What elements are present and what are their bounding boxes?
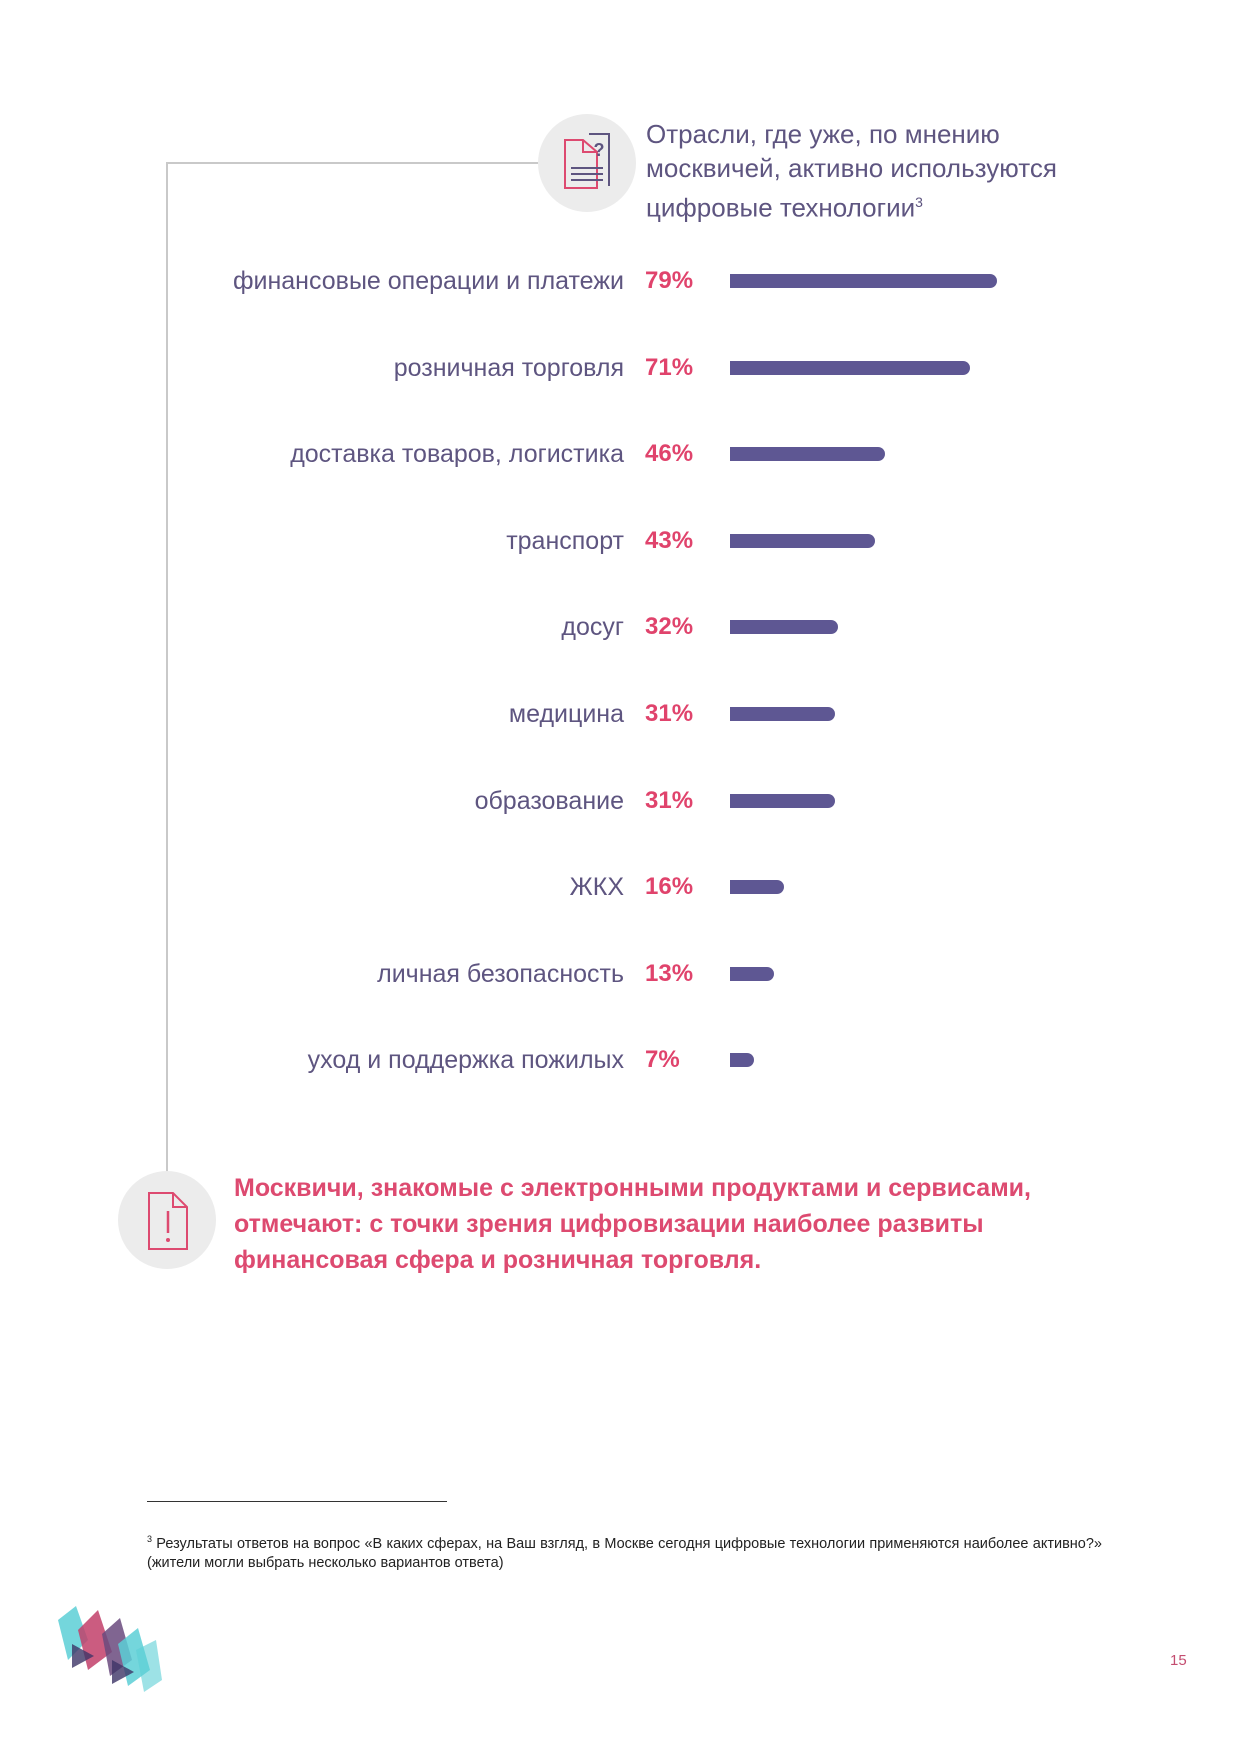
bar (730, 274, 998, 288)
bar (730, 793, 835, 808)
value-label: 71% (645, 353, 694, 381)
category-label: ЖКХ (569, 873, 624, 902)
bar (730, 620, 839, 635)
svg-text:?: ? (594, 140, 605, 160)
footnote-rule (147, 1501, 447, 1502)
category-label: уход и поддержка пожилых (307, 1046, 624, 1075)
value-label: 16% (645, 873, 694, 901)
value-label: 31% (645, 700, 694, 727)
chart-title: Отрасли, где уже, по мнению москвичей, а… (646, 119, 1057, 223)
value-label: 13% (645, 959, 694, 987)
category-label: финансовые операции и платежи (232, 267, 624, 295)
brand-logo-icon (58, 1600, 163, 1692)
value-label: 46% (645, 440, 694, 468)
footnote-marker: 3 (147, 1534, 153, 1544)
page-number: 15 (1170, 1652, 1187, 1669)
bar (730, 447, 886, 462)
category-label: досуг (561, 613, 624, 642)
category-label: образование (474, 786, 624, 815)
value-label: 31% (645, 786, 694, 814)
bar (730, 966, 774, 981)
bar (730, 707, 835, 721)
value-label: 7% (645, 1046, 680, 1074)
value-label: 32% (645, 613, 694, 641)
value-label: 43% (645, 526, 694, 554)
conclusion-text: Москвичи, знакомые с электронными продук… (234, 1174, 1031, 1274)
frame-line-horizontal (166, 162, 538, 164)
category-label: медицина (508, 700, 624, 728)
footnote-text: Результаты ответов на вопрос «В каких сф… (147, 1535, 1102, 1571)
category-label: розничная торговля (393, 353, 624, 382)
bar (730, 1053, 754, 1068)
category-label: транспорт (506, 526, 624, 555)
bar (730, 360, 970, 375)
document-question-icon: ? (538, 114, 636, 212)
footnote: 3 Результаты ответов на вопрос «В каких … (147, 1530, 1102, 1573)
bar (730, 533, 876, 548)
value-label: 79% (645, 267, 694, 294)
document-exclamation-icon (118, 1171, 216, 1269)
bar-chart: финансовые операции и платежи 79% рознична… (232, 267, 998, 1075)
bar (730, 880, 785, 895)
category-label: доставка товаров, логистика (290, 440, 624, 469)
category-label: личная безопасность (377, 959, 624, 988)
frame-line-vertical (166, 162, 168, 1174)
